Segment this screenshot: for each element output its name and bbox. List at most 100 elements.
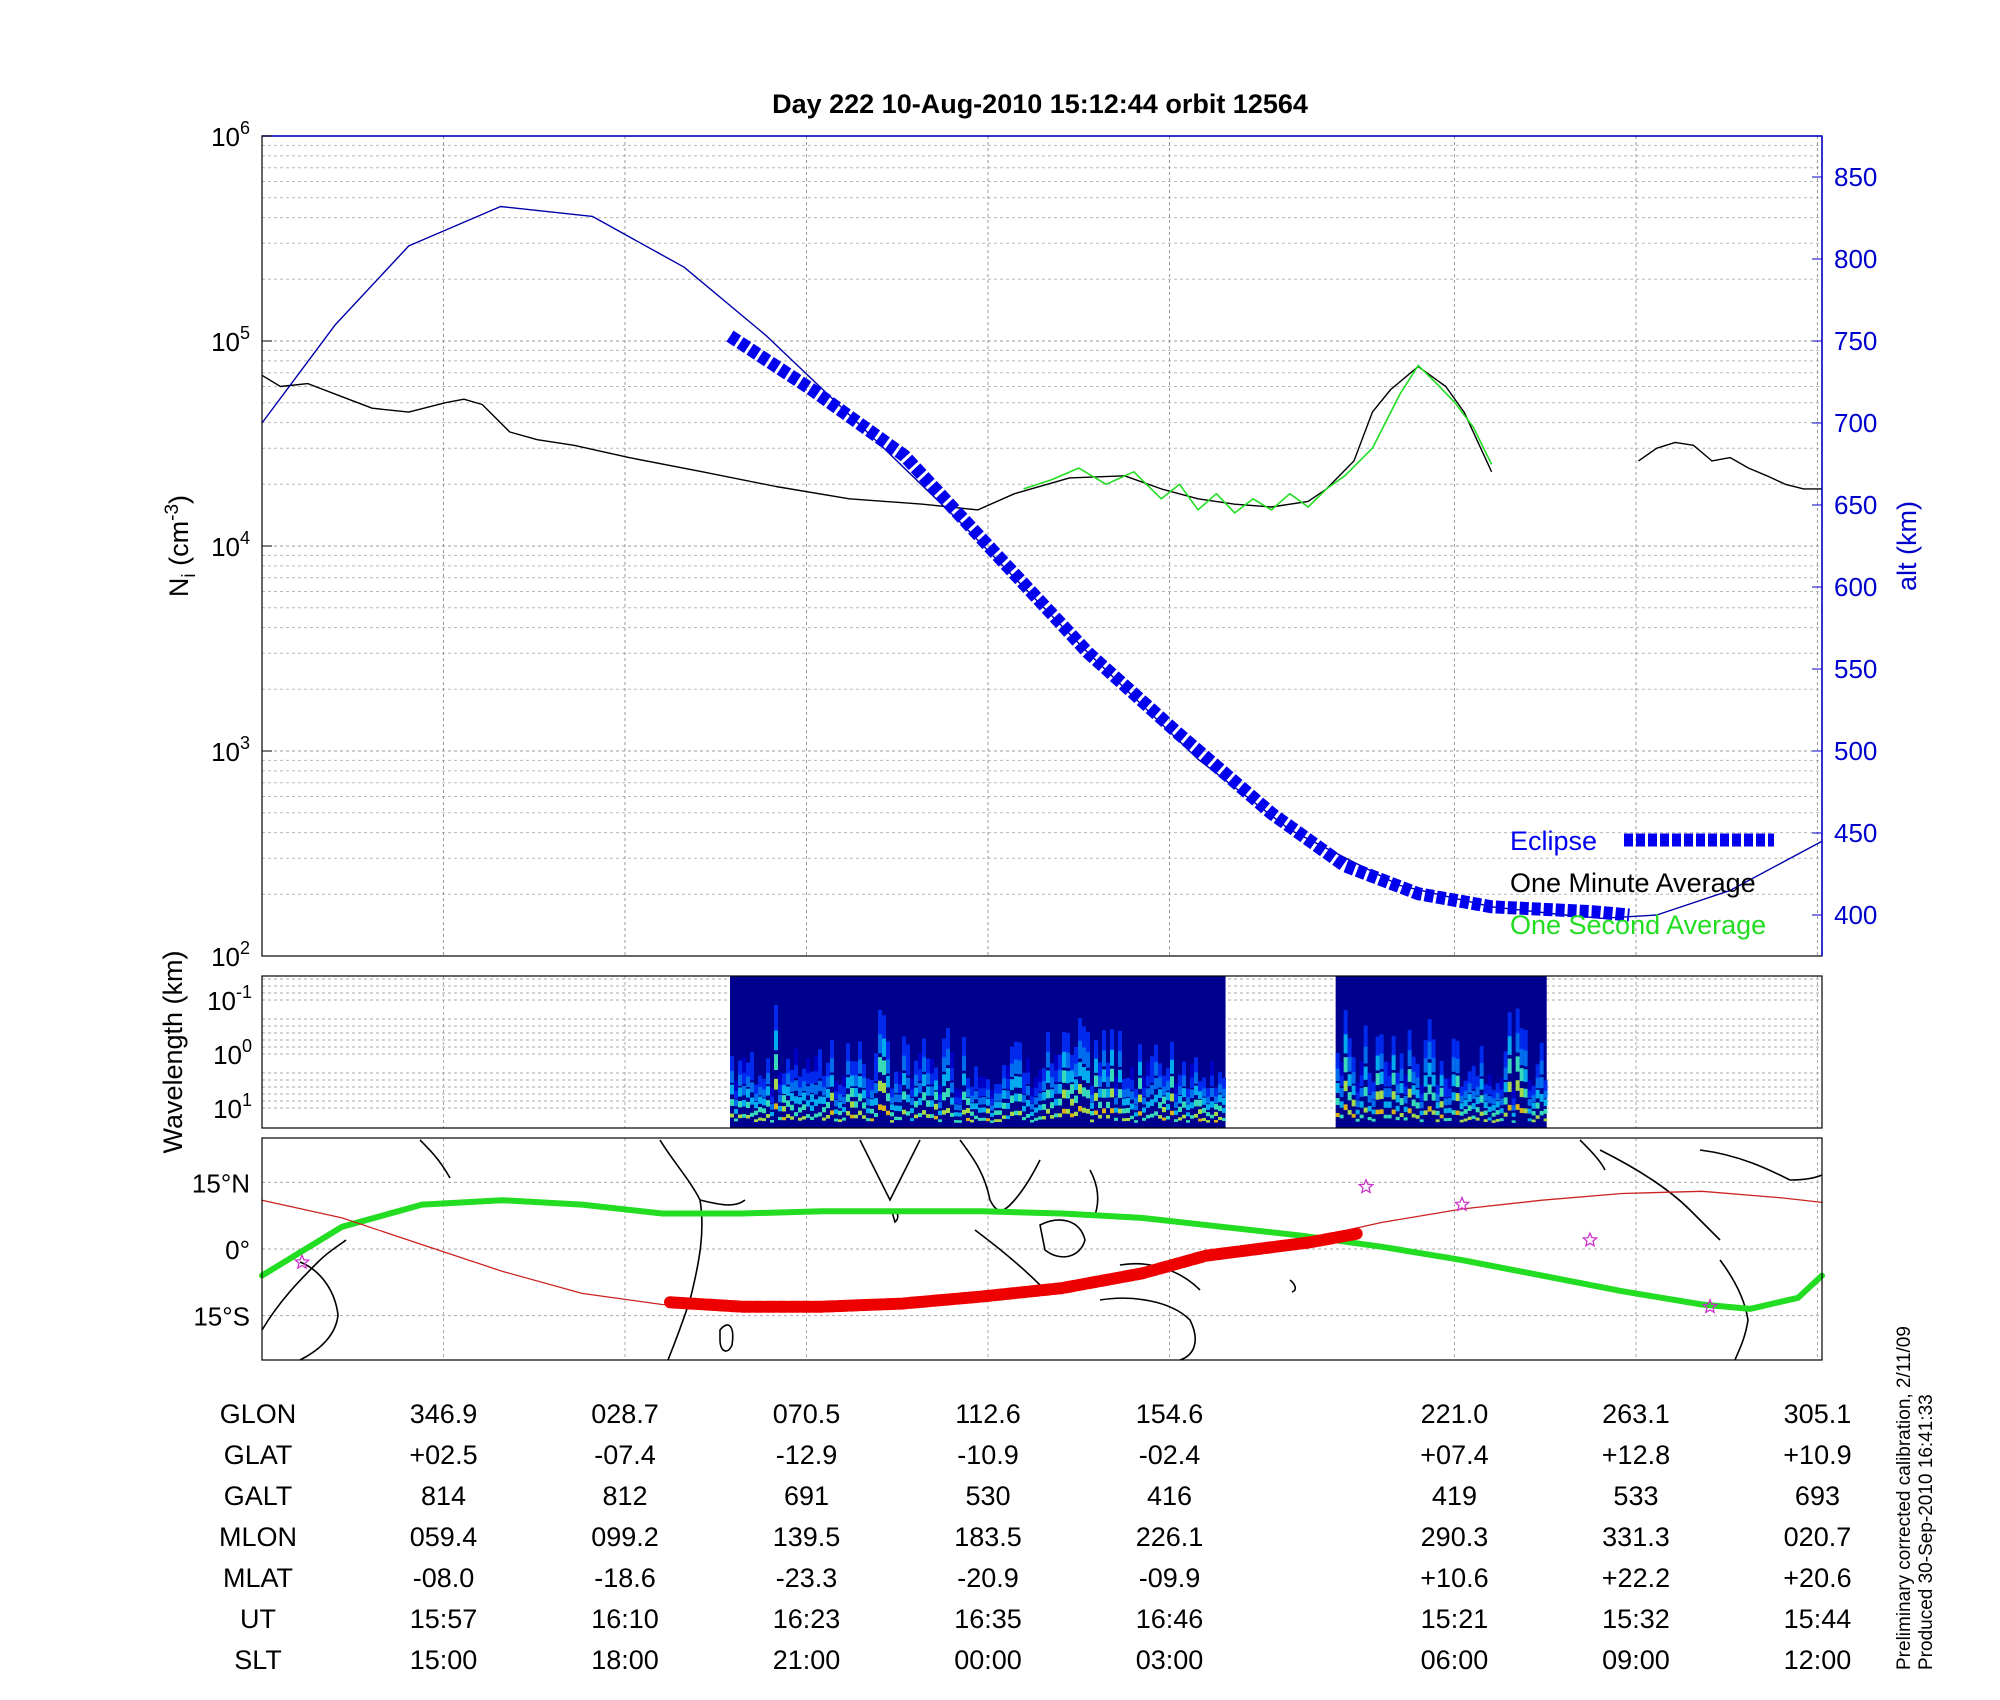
spectrogram-cell	[878, 1104, 882, 1111]
spectrogram-cell	[882, 1015, 886, 1039]
table-row-label: SLT	[234, 1645, 282, 1675]
spectrogram-cell	[1018, 1076, 1022, 1088]
spectrogram-cell	[770, 1087, 774, 1097]
table-cell: 139.5	[773, 1522, 841, 1552]
spectrogram-cell	[1178, 1074, 1182, 1087]
spectrogram-cell	[746, 1101, 750, 1109]
spectrogram-cell	[838, 1093, 842, 1102]
spectrogram-cell	[1126, 1117, 1130, 1121]
table-row-label: GLON	[220, 1399, 297, 1429]
spectrogram-cell	[1403, 1085, 1408, 1095]
spectrogram-cell	[1046, 1070, 1050, 1083]
spectrogram-cell	[918, 1053, 922, 1070]
spectrogram-cell	[1391, 1035, 1396, 1056]
spectrogram-cell	[1427, 1084, 1432, 1095]
spectrogram-cell	[786, 1058, 790, 1074]
spectrogram-cell	[982, 1076, 986, 1088]
table-cell: -23.3	[776, 1563, 838, 1593]
spectrogram-cell	[922, 1074, 926, 1087]
spectrogram-cell	[1018, 1042, 1022, 1061]
spectrogram-cell	[786, 1100, 790, 1107]
spectrogram-cell	[738, 1074, 742, 1086]
coast-central-america	[1599, 1149, 1721, 1241]
spectrogram-cell	[1495, 1119, 1500, 1122]
spectrogram-cell	[1142, 1087, 1146, 1097]
spectrogram-cell	[818, 1080, 822, 1092]
spectrogram-cell	[1222, 1117, 1226, 1121]
spectrogram-cell	[778, 1072, 782, 1085]
spectrogram-cell	[1090, 1111, 1094, 1116]
spectrogram-cell	[1150, 1070, 1154, 1084]
spectrogram-cell	[1222, 1097, 1226, 1105]
spectrogram-cell	[994, 1110, 998, 1115]
spectrogram-cell	[1495, 1101, 1500, 1108]
spectrogram-cell	[826, 1114, 830, 1119]
spectrogram-cell	[1190, 1089, 1194, 1099]
spectrogram-cell	[1186, 1088, 1190, 1098]
spectrogram-cell	[742, 1071, 746, 1085]
table-cell: 099.2	[591, 1522, 659, 1552]
spectrogram-cell	[1202, 1117, 1206, 1121]
spectrogram-cell	[1066, 1070, 1070, 1084]
spectrogram-cell	[886, 1075, 890, 1088]
spectrogram-cell	[1014, 1093, 1018, 1102]
spectrogram-cell	[850, 1087, 854, 1097]
spectrogram-cell	[1210, 1061, 1214, 1076]
spectrogram-cell	[1078, 1106, 1082, 1112]
spectrogram-cell	[1439, 1074, 1444, 1087]
spectrogram-cell	[1126, 1077, 1130, 1089]
spectrogram-cell	[1146, 1088, 1150, 1098]
table-cell: 305.1	[1784, 1399, 1852, 1429]
spectrogram-cell	[914, 1060, 918, 1076]
spectrogram-cell	[1030, 1103, 1034, 1110]
spectrogram-cell	[1519, 1108, 1524, 1114]
spectrogram-cell	[954, 1120, 958, 1123]
spectrogram-cell	[1222, 1087, 1226, 1097]
spectrogram-cell	[746, 1062, 750, 1077]
spectrogram-cell	[1407, 1108, 1412, 1114]
spectrogram-cell	[854, 1114, 858, 1119]
spectrogram-cell	[998, 1119, 1002, 1122]
spectrogram-cell	[1531, 1094, 1536, 1102]
spectrogram-cell	[770, 1095, 774, 1104]
spectrogram-cell	[958, 1089, 962, 1098]
spectrogram-cell	[850, 1101, 854, 1108]
spectrogram-cell	[1158, 1089, 1162, 1098]
top-grid	[262, 136, 1822, 957]
spectrogram-cell	[1491, 1112, 1496, 1117]
table-cell: 814	[421, 1481, 466, 1511]
spectrogram-cell	[998, 1083, 1002, 1094]
spectrogram-cell	[1058, 1054, 1062, 1071]
spectrogram-cell	[1190, 1076, 1194, 1088]
right-tick-label: 800	[1834, 244, 1877, 274]
spectrogram-cell	[946, 1028, 950, 1050]
spectrogram-cell	[966, 1088, 970, 1098]
spectrogram-cell	[1198, 1118, 1202, 1122]
spectrogram-cell	[830, 1057, 834, 1073]
spectrogram-cell	[790, 1104, 794, 1111]
table-cell: +12.8	[1602, 1440, 1670, 1470]
spectrogram-cell	[834, 1099, 838, 1107]
table-row-label: UT	[240, 1604, 276, 1634]
spectrogram-cell	[1379, 1034, 1384, 1055]
spectrogram-cell	[878, 1009, 882, 1035]
spectrogram-cell	[738, 1060, 742, 1076]
spectrogram-cell	[842, 1107, 846, 1113]
table-cell: 533	[1613, 1481, 1658, 1511]
spectrogram-cell	[1086, 1108, 1090, 1114]
spectrogram-cell	[1359, 1087, 1364, 1097]
spectrogram-cell	[1447, 1117, 1452, 1121]
spectrogram-cell	[1403, 1117, 1408, 1121]
spectrogram-cell	[1371, 1100, 1376, 1107]
spectrogram-cell	[994, 1092, 998, 1101]
spectrogram-cell	[1431, 1057, 1436, 1073]
coast-caribbean	[1699, 1149, 1823, 1181]
coast-pacific-islands	[1289, 1279, 1297, 1293]
star-icon	[1701, 1298, 1719, 1314]
spectrogram-cell	[778, 1094, 782, 1103]
spectrogram-cell	[798, 1117, 802, 1121]
spectrogram-cell	[1499, 1078, 1504, 1090]
spectrogram-cell	[1158, 1102, 1162, 1109]
spectrogram-cell	[1174, 1119, 1178, 1122]
table-cell: 530	[965, 1481, 1010, 1511]
